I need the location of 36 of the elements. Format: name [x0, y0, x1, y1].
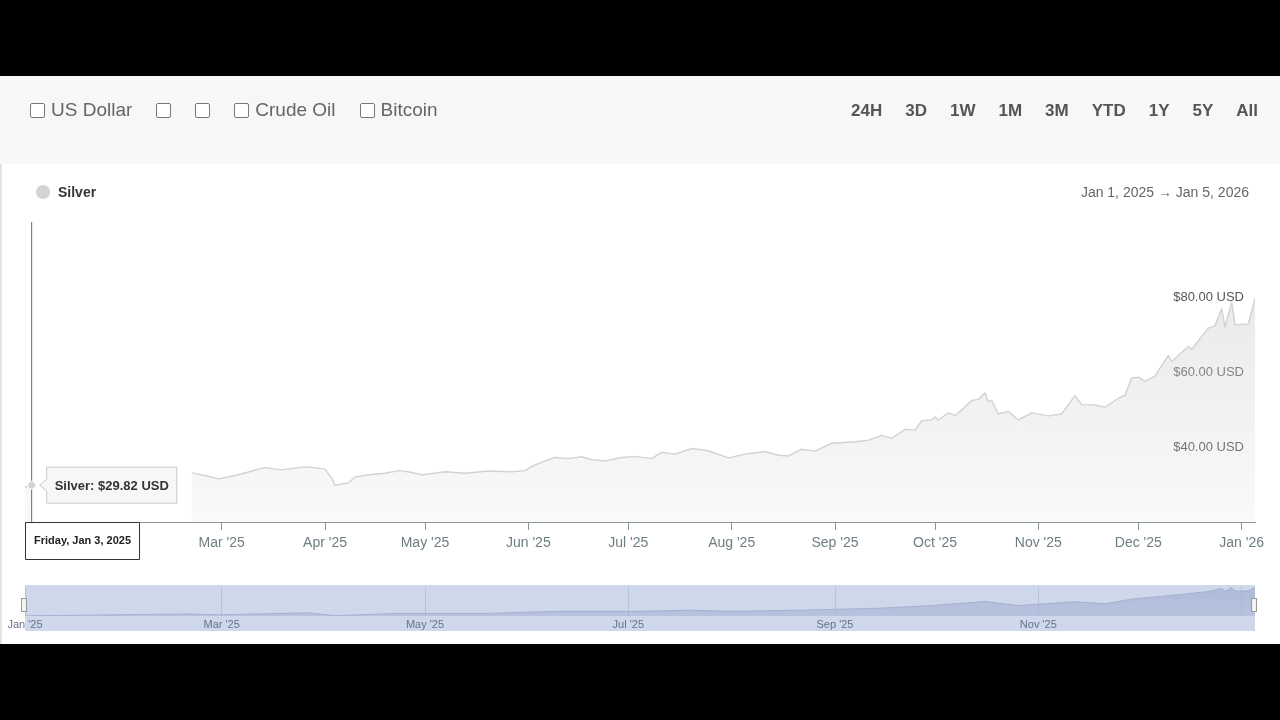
- text: 1M: [998, 101, 1023, 121]
- text: 3M: [1045, 101, 1069, 121]
- category-label: Bitcoin: [380, 99, 438, 121]
- x-tick-label: Mar '25: [203, 617, 240, 630]
- y-tick-label: $40.00 USD: [1173, 438, 1244, 454]
- x-tick-label: Nov '25: [1019, 617, 1057, 630]
- text: 5Y: [1192, 101, 1214, 121]
- x-tick-label: Jul '25: [608, 534, 649, 551]
- ref-line-label: Friday, Jan 3, 2025: [34, 534, 132, 547]
- x-tick-label: Nov '25: [1014, 534, 1063, 551]
- text: 3D: [905, 101, 927, 121]
- legend-label: Silver: [58, 184, 97, 200]
- y-tick-label: $60.00 USD: [1173, 363, 1244, 379]
- x-tick-label: Apr '25: [303, 534, 348, 551]
- x-tick-label: Jul '25: [612, 617, 645, 630]
- text: 1Y: [1148, 101, 1170, 121]
- x-tick-label: Aug '25: [708, 534, 756, 551]
- x-tick-label: Sep '25: [811, 534, 859, 551]
- x-tick-label: Jan '26: [1219, 534, 1265, 551]
- x-tick-label: Sep '25: [816, 617, 854, 630]
- x-tick-label: Dec '25: [1114, 534, 1163, 551]
- text: YTD: [1091, 101, 1126, 121]
- x-tick-label: Mar '25: [198, 534, 245, 551]
- chart-subtitle: Jan 1, 2025 → Jan 5, 2026: [1080, 184, 1249, 200]
- x-tick-label: Jan '25: [7, 617, 43, 630]
- annotation: Silver: $29.82 USD: [54, 477, 169, 493]
- text: All: [1236, 101, 1258, 121]
- y-tick-label: $80.00 USD: [1173, 288, 1244, 304]
- x-tick-label: Oct '25: [913, 534, 958, 551]
- category-label: Crude Oil: [255, 99, 336, 121]
- text: 1W: [949, 101, 976, 121]
- text: 24H: [851, 101, 883, 121]
- x-tick-label: May '25: [405, 617, 445, 630]
- x-tick-label: May '25: [400, 534, 450, 551]
- category-label: US Dollar: [51, 99, 133, 121]
- x-tick-label: Jun '25: [505, 534, 551, 551]
